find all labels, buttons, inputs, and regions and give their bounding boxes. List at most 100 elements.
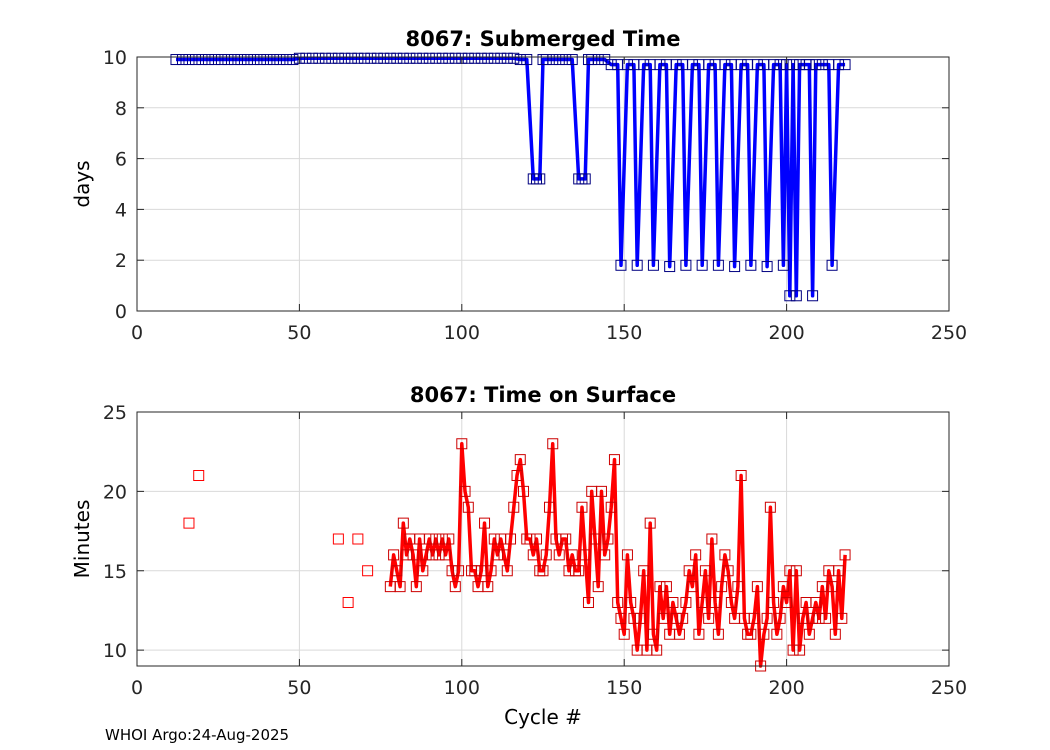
data-point — [527, 549, 539, 561]
data-point — [654, 581, 666, 593]
data-point — [612, 597, 624, 608]
data-point — [430, 533, 442, 545]
data-point — [836, 612, 848, 624]
data-point — [582, 597, 594, 608]
data-point — [712, 259, 724, 271]
data-point — [514, 454, 526, 466]
data-point — [462, 501, 474, 513]
data-point — [579, 549, 591, 561]
data-point — [709, 597, 721, 608]
data-point — [745, 259, 757, 271]
data-point — [196, 54, 208, 66]
data-point — [615, 259, 627, 271]
data-point — [725, 597, 737, 608]
data-point — [388, 549, 400, 561]
data-point — [397, 52, 409, 64]
data-point — [608, 454, 620, 466]
data-point — [332, 533, 344, 545]
data-point — [553, 54, 565, 66]
data-point — [560, 54, 572, 66]
data-point — [280, 54, 292, 66]
data-point — [505, 533, 517, 545]
data-point — [807, 290, 819, 302]
data-point — [748, 612, 760, 624]
data-point — [397, 517, 409, 529]
data-point — [170, 54, 182, 66]
data-point — [729, 261, 741, 273]
data-point — [803, 628, 815, 640]
data-point — [839, 59, 851, 71]
data-point — [647, 628, 659, 640]
data-point — [703, 612, 715, 624]
data-point — [618, 628, 630, 640]
data-point — [634, 612, 646, 624]
data-point — [826, 259, 838, 271]
data-point — [449, 52, 461, 64]
data-point — [638, 565, 650, 577]
data-point — [712, 628, 724, 640]
y-tick-label: 0 — [115, 301, 127, 323]
data-point — [560, 533, 572, 545]
data-point — [745, 628, 757, 640]
data-point — [443, 533, 455, 545]
data-point — [673, 628, 685, 640]
y-tick-label: 2 — [115, 250, 127, 272]
data-point — [543, 501, 555, 513]
data-point — [703, 59, 715, 71]
chart-title: 8067: Time on Surface — [410, 383, 676, 407]
data-point — [813, 612, 825, 624]
data-point — [475, 52, 487, 64]
y-tick-label: 4 — [115, 199, 127, 221]
data-point — [339, 52, 351, 64]
data-point — [615, 612, 627, 624]
data-point — [345, 52, 357, 64]
data-point — [508, 52, 520, 64]
data-point — [482, 581, 494, 593]
data-point — [761, 612, 773, 624]
data-point — [768, 59, 780, 71]
data-point — [826, 581, 838, 593]
data-point — [267, 54, 279, 66]
data-point — [696, 597, 708, 608]
data-point — [670, 612, 682, 624]
data-point — [469, 565, 481, 577]
data-point — [651, 644, 663, 656]
data-point — [365, 52, 377, 64]
data-point — [771, 628, 783, 640]
data-point — [696, 259, 708, 271]
y-tick-label: 15 — [103, 561, 127, 583]
data-point — [427, 549, 439, 561]
y-tick-label: 20 — [103, 481, 127, 503]
data-point — [547, 54, 559, 66]
data-point — [479, 517, 491, 529]
data-point — [254, 54, 266, 66]
data-point — [235, 54, 247, 66]
y-axis-label: days — [70, 160, 94, 207]
data-point — [540, 54, 552, 66]
data-point — [352, 52, 364, 64]
data-point — [462, 52, 474, 64]
data-point — [417, 565, 429, 577]
data-point — [735, 470, 747, 481]
data-point — [735, 59, 747, 71]
y-tick-label: 25 — [103, 402, 127, 424]
y-tick-label: 8 — [115, 98, 127, 120]
x-tick-label: 0 — [131, 322, 143, 344]
data-point — [660, 581, 672, 593]
data-point — [784, 290, 796, 302]
data-point — [647, 259, 659, 271]
data-point — [401, 549, 413, 561]
data-point — [326, 52, 338, 64]
data-point — [228, 54, 240, 66]
data-point — [576, 501, 588, 513]
data-point — [508, 501, 520, 513]
data-point — [751, 581, 763, 593]
data-point — [378, 52, 390, 64]
data-point — [537, 565, 549, 577]
data-point — [599, 549, 611, 561]
data-point — [794, 644, 806, 656]
data-point — [391, 565, 403, 577]
data-point — [829, 628, 841, 640]
x-tick-label: 50 — [287, 677, 311, 699]
data-point — [839, 549, 851, 561]
